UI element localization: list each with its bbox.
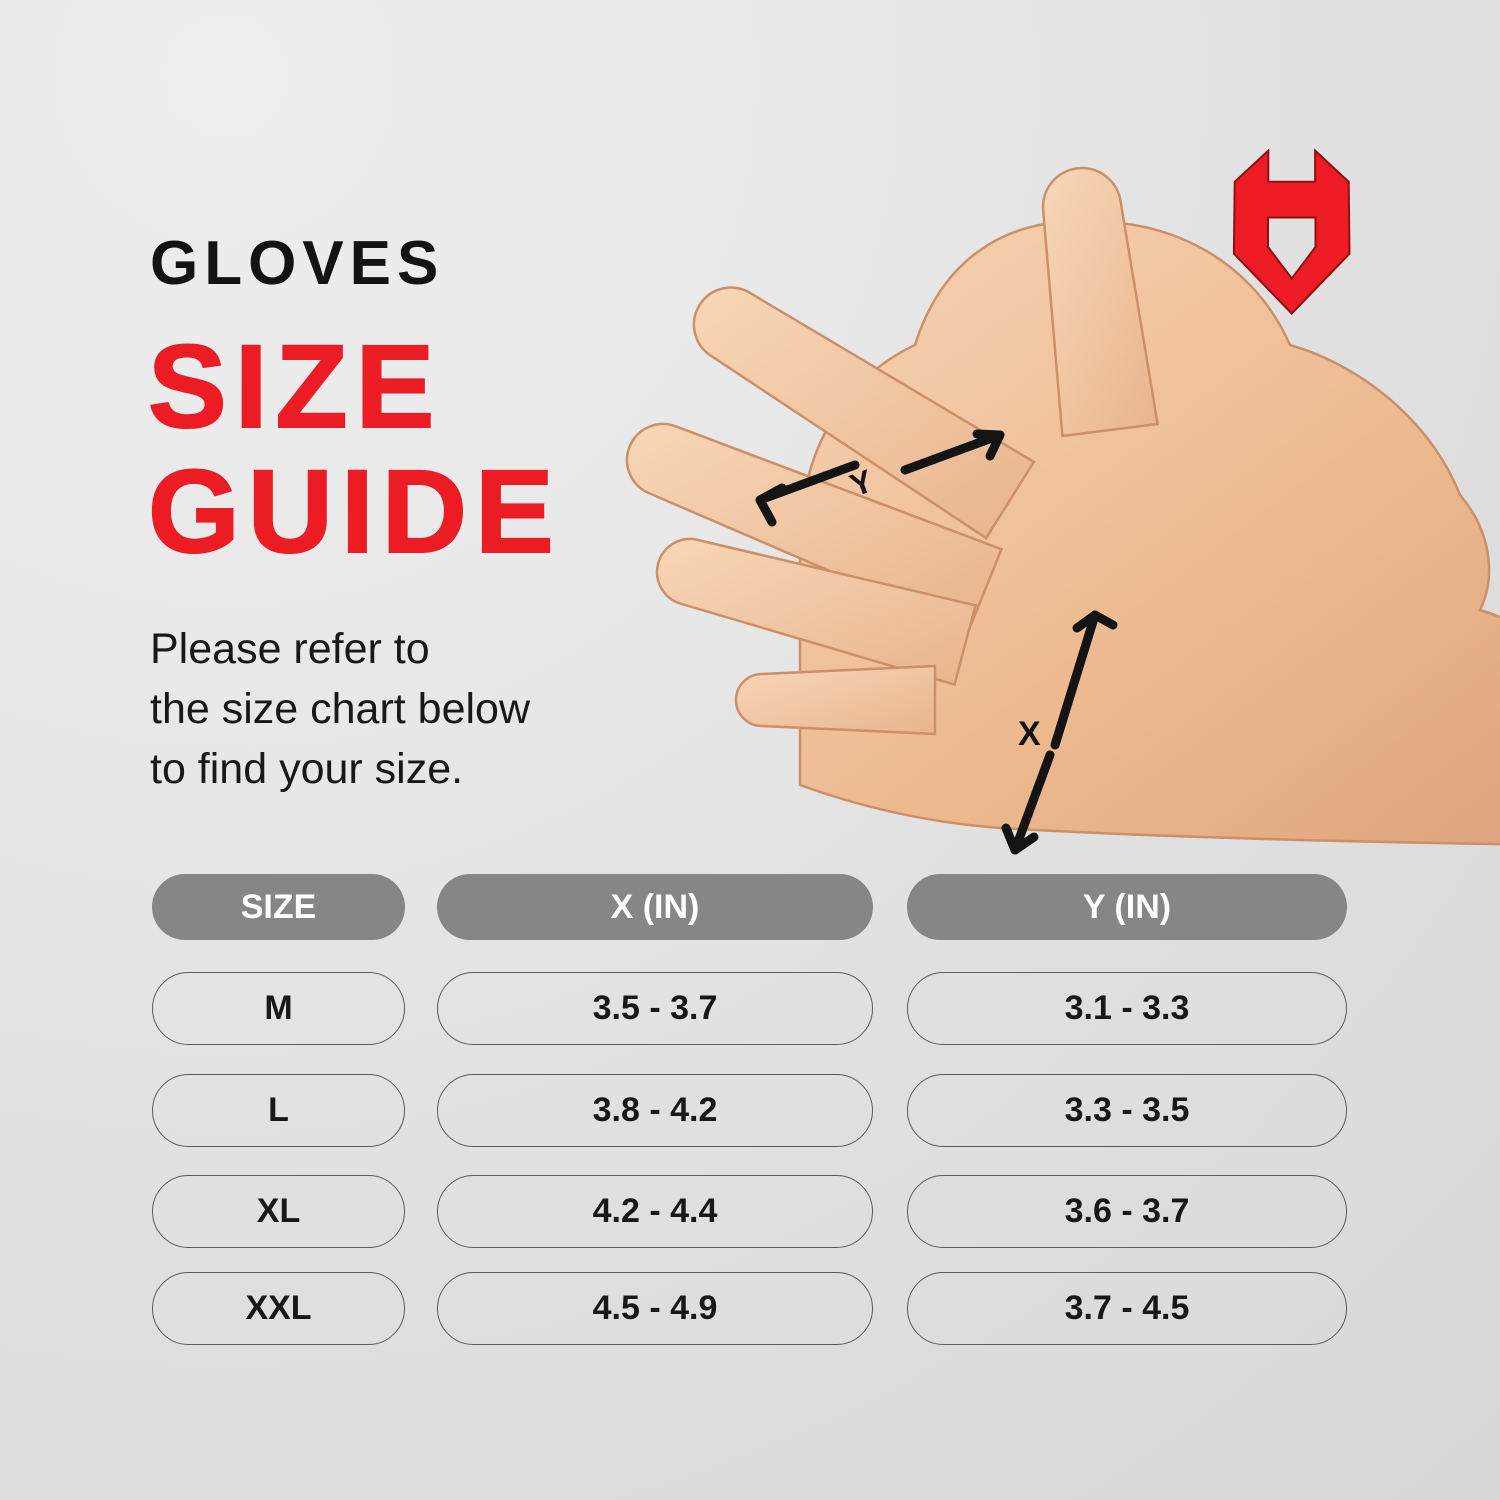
- svg-text:X: X: [1018, 715, 1041, 753]
